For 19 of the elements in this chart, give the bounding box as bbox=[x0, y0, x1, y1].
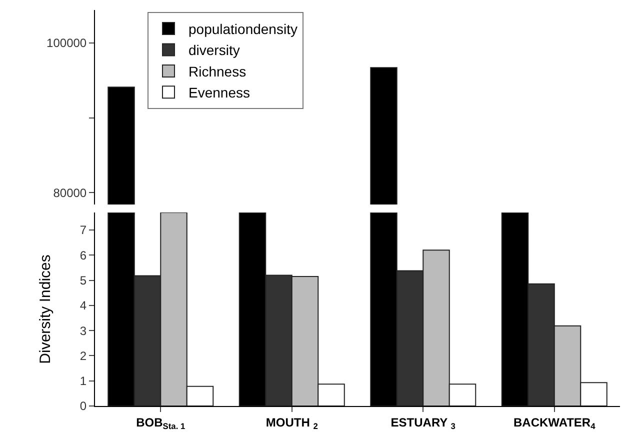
y-tick-label: 4 bbox=[80, 298, 87, 313]
y-tick-label: 100000 bbox=[46, 36, 87, 50]
y-tick-label: 0 bbox=[80, 399, 87, 414]
legend-label: populationdensity bbox=[188, 21, 298, 38]
legend-label: Evenness bbox=[188, 84, 250, 101]
y-tick-label: 1 bbox=[80, 374, 87, 388]
x-tick-label: BACKWATER$_{4}$ bbox=[513, 415, 596, 431]
x-tick-label: MOUTH $_{2}$ bbox=[266, 415, 318, 431]
y-tick-label: 3 bbox=[80, 324, 87, 338]
y-tick-label: 6 bbox=[80, 248, 87, 262]
legend-label: Richness bbox=[188, 63, 246, 80]
y-tick-label: 7 bbox=[80, 223, 87, 238]
y-tick-label: 80000 bbox=[53, 186, 87, 200]
y-axis-title: Diversity Indices bbox=[37, 254, 54, 364]
x-tick-label: BOB$_{Sta. 1}$ bbox=[136, 415, 186, 431]
x-tick-label: ESTUARY $_{3}$ bbox=[390, 415, 456, 431]
legend-label: diversity bbox=[188, 42, 240, 58]
y-tick-label: 2 bbox=[80, 348, 87, 363]
y-tick-label: 5 bbox=[80, 274, 87, 288]
